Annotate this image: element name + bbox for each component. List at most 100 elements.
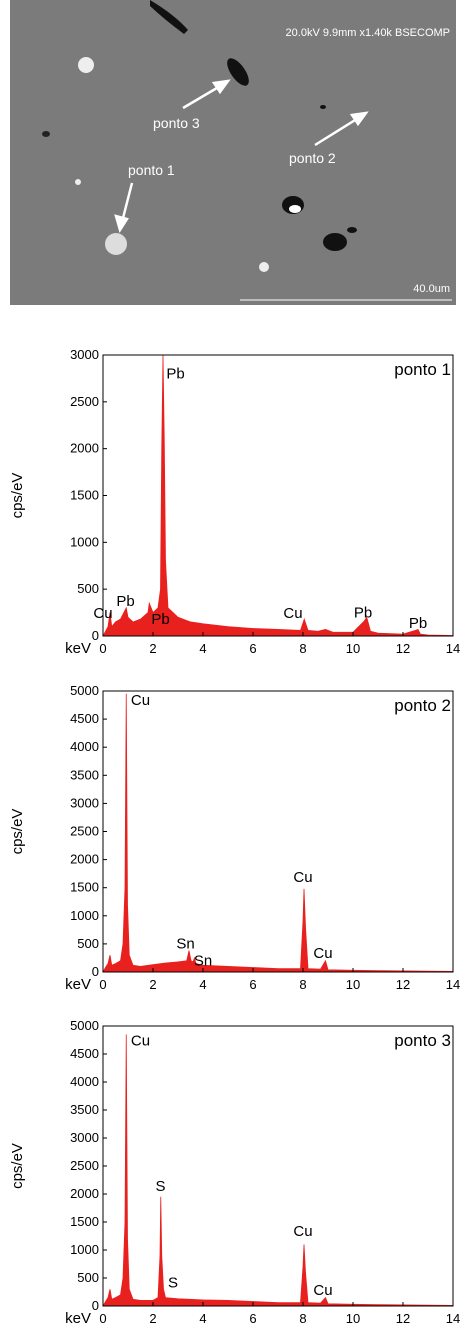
y-tick-label: 1000 [70, 1242, 99, 1257]
y-tick-label: 5000 [70, 1018, 99, 1033]
x-tick-label: 0 [99, 1311, 106, 1326]
arrows [114, 79, 369, 234]
x-tick-label: 10 [346, 977, 360, 992]
chart-title: ponto 2 [394, 696, 451, 715]
x-axis-label: keV [65, 1310, 91, 1327]
sem-image: 20.0kV 9.9mm x1.40k BSECOMP 40.0um ponto… [10, 0, 456, 305]
particle [289, 205, 301, 213]
x-tick-label: 0 [99, 977, 106, 992]
x-axis-label: keV [65, 976, 91, 993]
y-tick-label: 3000 [70, 1130, 99, 1145]
particle [323, 233, 347, 251]
y-tick-label: 1000 [70, 908, 99, 923]
particle [78, 57, 94, 73]
y-axis-label: cps/eV [9, 473, 26, 519]
particle [347, 227, 357, 233]
sem-scale: 40.0um [413, 283, 450, 295]
x-tick-label: 4 [199, 977, 206, 992]
peak-label: Pb [354, 604, 372, 621]
x-tick-label: 12 [396, 641, 410, 656]
x-tick-label: 8 [299, 1311, 306, 1326]
sem-info: 20.0kV 9.9mm x1.40k BSECOMP [286, 27, 450, 39]
y-tick-label: 4000 [70, 739, 99, 754]
x-tick-label: 6 [249, 641, 256, 656]
x-tick-label: 0 [99, 641, 106, 656]
particle [259, 262, 269, 272]
particle [150, 0, 188, 34]
spectrum-area [102, 354, 454, 637]
peak-label: Pb [151, 611, 169, 628]
y-tick-label: 2000 [70, 441, 99, 456]
particle [75, 179, 81, 185]
chart-title: ponto 3 [394, 1031, 451, 1050]
y-tick-label: 2500 [70, 1158, 99, 1173]
x-tick-label: 6 [249, 977, 256, 992]
y-axis-label: cps/eV [9, 809, 26, 855]
y-tick-label: 4500 [70, 1046, 99, 1061]
peak-label: Cu [283, 605, 302, 622]
x-tick-label: 8 [299, 641, 306, 656]
plot-frame [102, 354, 454, 637]
particle [320, 105, 326, 109]
y-tick-label: 2500 [70, 394, 99, 409]
x-tick-label: 8 [299, 977, 306, 992]
particle [42, 131, 50, 137]
x-tick-label: 12 [396, 1311, 410, 1326]
y-tick-label: 500 [77, 1270, 99, 1285]
x-tick-label: 4 [199, 641, 206, 656]
y-axis-label: cps/eV [9, 1143, 26, 1189]
y-tick-label: 5000 [70, 683, 99, 698]
x-tick-label: 4 [199, 1311, 206, 1326]
micrograph [10, 0, 456, 305]
x-tick-label: 6 [249, 1311, 256, 1326]
x-tick-label: 2 [149, 641, 156, 656]
y-tick-label: 0 [92, 628, 99, 643]
point-label: ponto 1 [128, 162, 175, 178]
spectrum-chart: 0 500 1000 1500 2000 2500 3000 3500 4000 4500 5000… [9, 1018, 460, 1327]
x-tick-label: 14 [446, 641, 460, 656]
y-tick-label: 1500 [70, 488, 99, 503]
y-tick-label: 0 [92, 964, 99, 979]
particle [227, 58, 249, 86]
spectrum-chart: 0 500 1000 1500 2000 2500 3000 3500 4000 4500 5000… [9, 683, 460, 993]
x-tick-label: 14 [446, 1311, 460, 1326]
peak-label: Cu [131, 692, 150, 709]
point-label: ponto 3 [153, 115, 200, 131]
y-tick-label: 3500 [70, 767, 99, 782]
y-tick-label: 1500 [70, 880, 99, 895]
peak-label: Pb [166, 365, 184, 382]
peak-label: Pb [409, 615, 427, 632]
y-tick-label: 3000 [70, 347, 99, 362]
y-tick-label: 4000 [70, 1074, 99, 1089]
y-tick-label: 500 [77, 936, 99, 951]
x-tick-label: 2 [149, 1311, 156, 1326]
y-tick-label: 1500 [70, 1214, 99, 1229]
peak-label: Pb [116, 593, 134, 610]
point-label: ponto 2 [289, 150, 336, 166]
x-tick-label: 10 [346, 641, 360, 656]
spectrum-area [102, 1034, 454, 1307]
peak-label: Sn [176, 935, 194, 952]
peak-label: Cu [293, 869, 312, 886]
spectrum-area [102, 693, 454, 973]
peak-label: S [168, 1275, 178, 1292]
x-tick-label: 10 [346, 1311, 360, 1326]
y-tick-label: 1000 [70, 534, 99, 549]
peak-label: Cu [313, 1282, 332, 1299]
spectrum-chart: 0 500 1000 1500 2000 2500 3000 0 2 4 6 8 10 12 14 keV cp… [9, 347, 460, 657]
plot-frame [102, 1025, 454, 1307]
particle [105, 233, 127, 255]
x-tick-label: 12 [396, 977, 410, 992]
y-tick-label: 3000 [70, 795, 99, 810]
y-tick-label: 500 [77, 581, 99, 596]
peak-label: Cu [93, 605, 112, 622]
x-axis-label: keV [65, 640, 91, 657]
peak-label: Cu [313, 945, 332, 962]
chart-title: ponto 1 [394, 360, 451, 379]
plot-frame [102, 690, 454, 973]
y-tick-label: 0 [92, 1298, 99, 1313]
peak-label: Cu [293, 1223, 312, 1240]
y-tick-label: 4500 [70, 711, 99, 726]
